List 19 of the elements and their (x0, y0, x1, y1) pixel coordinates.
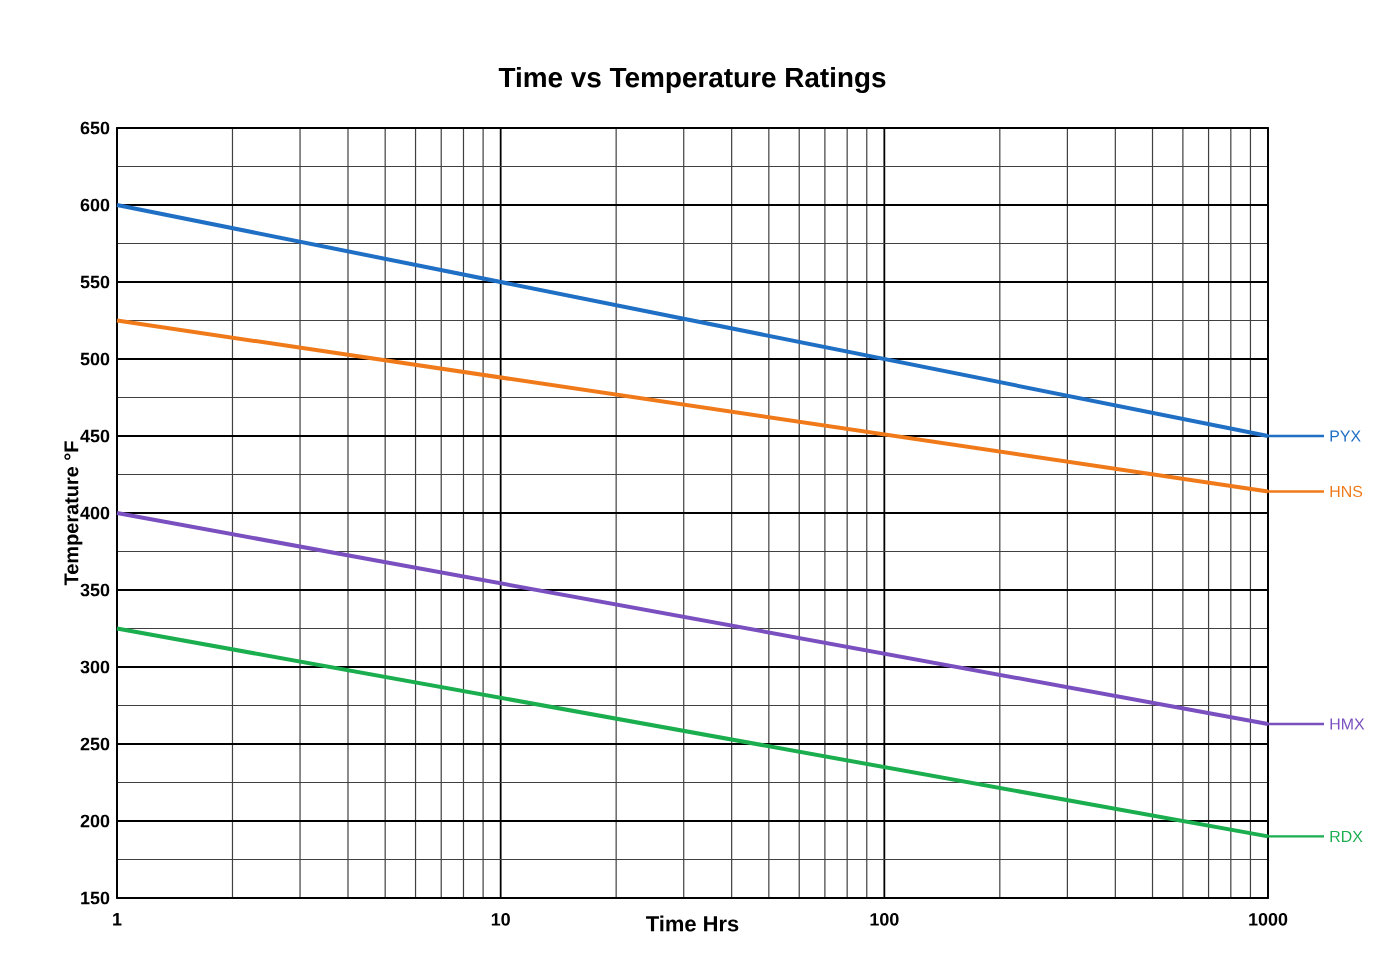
legend-label: HMX (1330, 718, 1365, 730)
y-tick-label: 500 (80, 352, 110, 366)
x-tick-label: 1000 (1249, 913, 1288, 926)
y-tick-label: 550 (80, 275, 110, 289)
x-tick-label: 100 (870, 913, 899, 926)
chart-title: Time vs Temperature Ratings (498, 66, 886, 93)
y-tick-label: 200 (80, 814, 110, 828)
legend-label: HNS (1330, 485, 1363, 498)
x-axis-title: Time Hrs (646, 915, 739, 932)
y-tick-label: 250 (80, 737, 110, 751)
y-tick-label: 650 (80, 121, 110, 135)
y-tick-label: 300 (80, 660, 110, 674)
y-tick-label: 600 (80, 198, 110, 212)
y-tick-label: 450 (80, 429, 110, 443)
x-tick-label: 1 (113, 913, 122, 926)
x-tick-label: 10 (491, 913, 510, 926)
legend-label: PYX (1330, 430, 1361, 442)
legend-label: RDX (1330, 830, 1363, 842)
y-tick-label: 150 (81, 891, 110, 905)
